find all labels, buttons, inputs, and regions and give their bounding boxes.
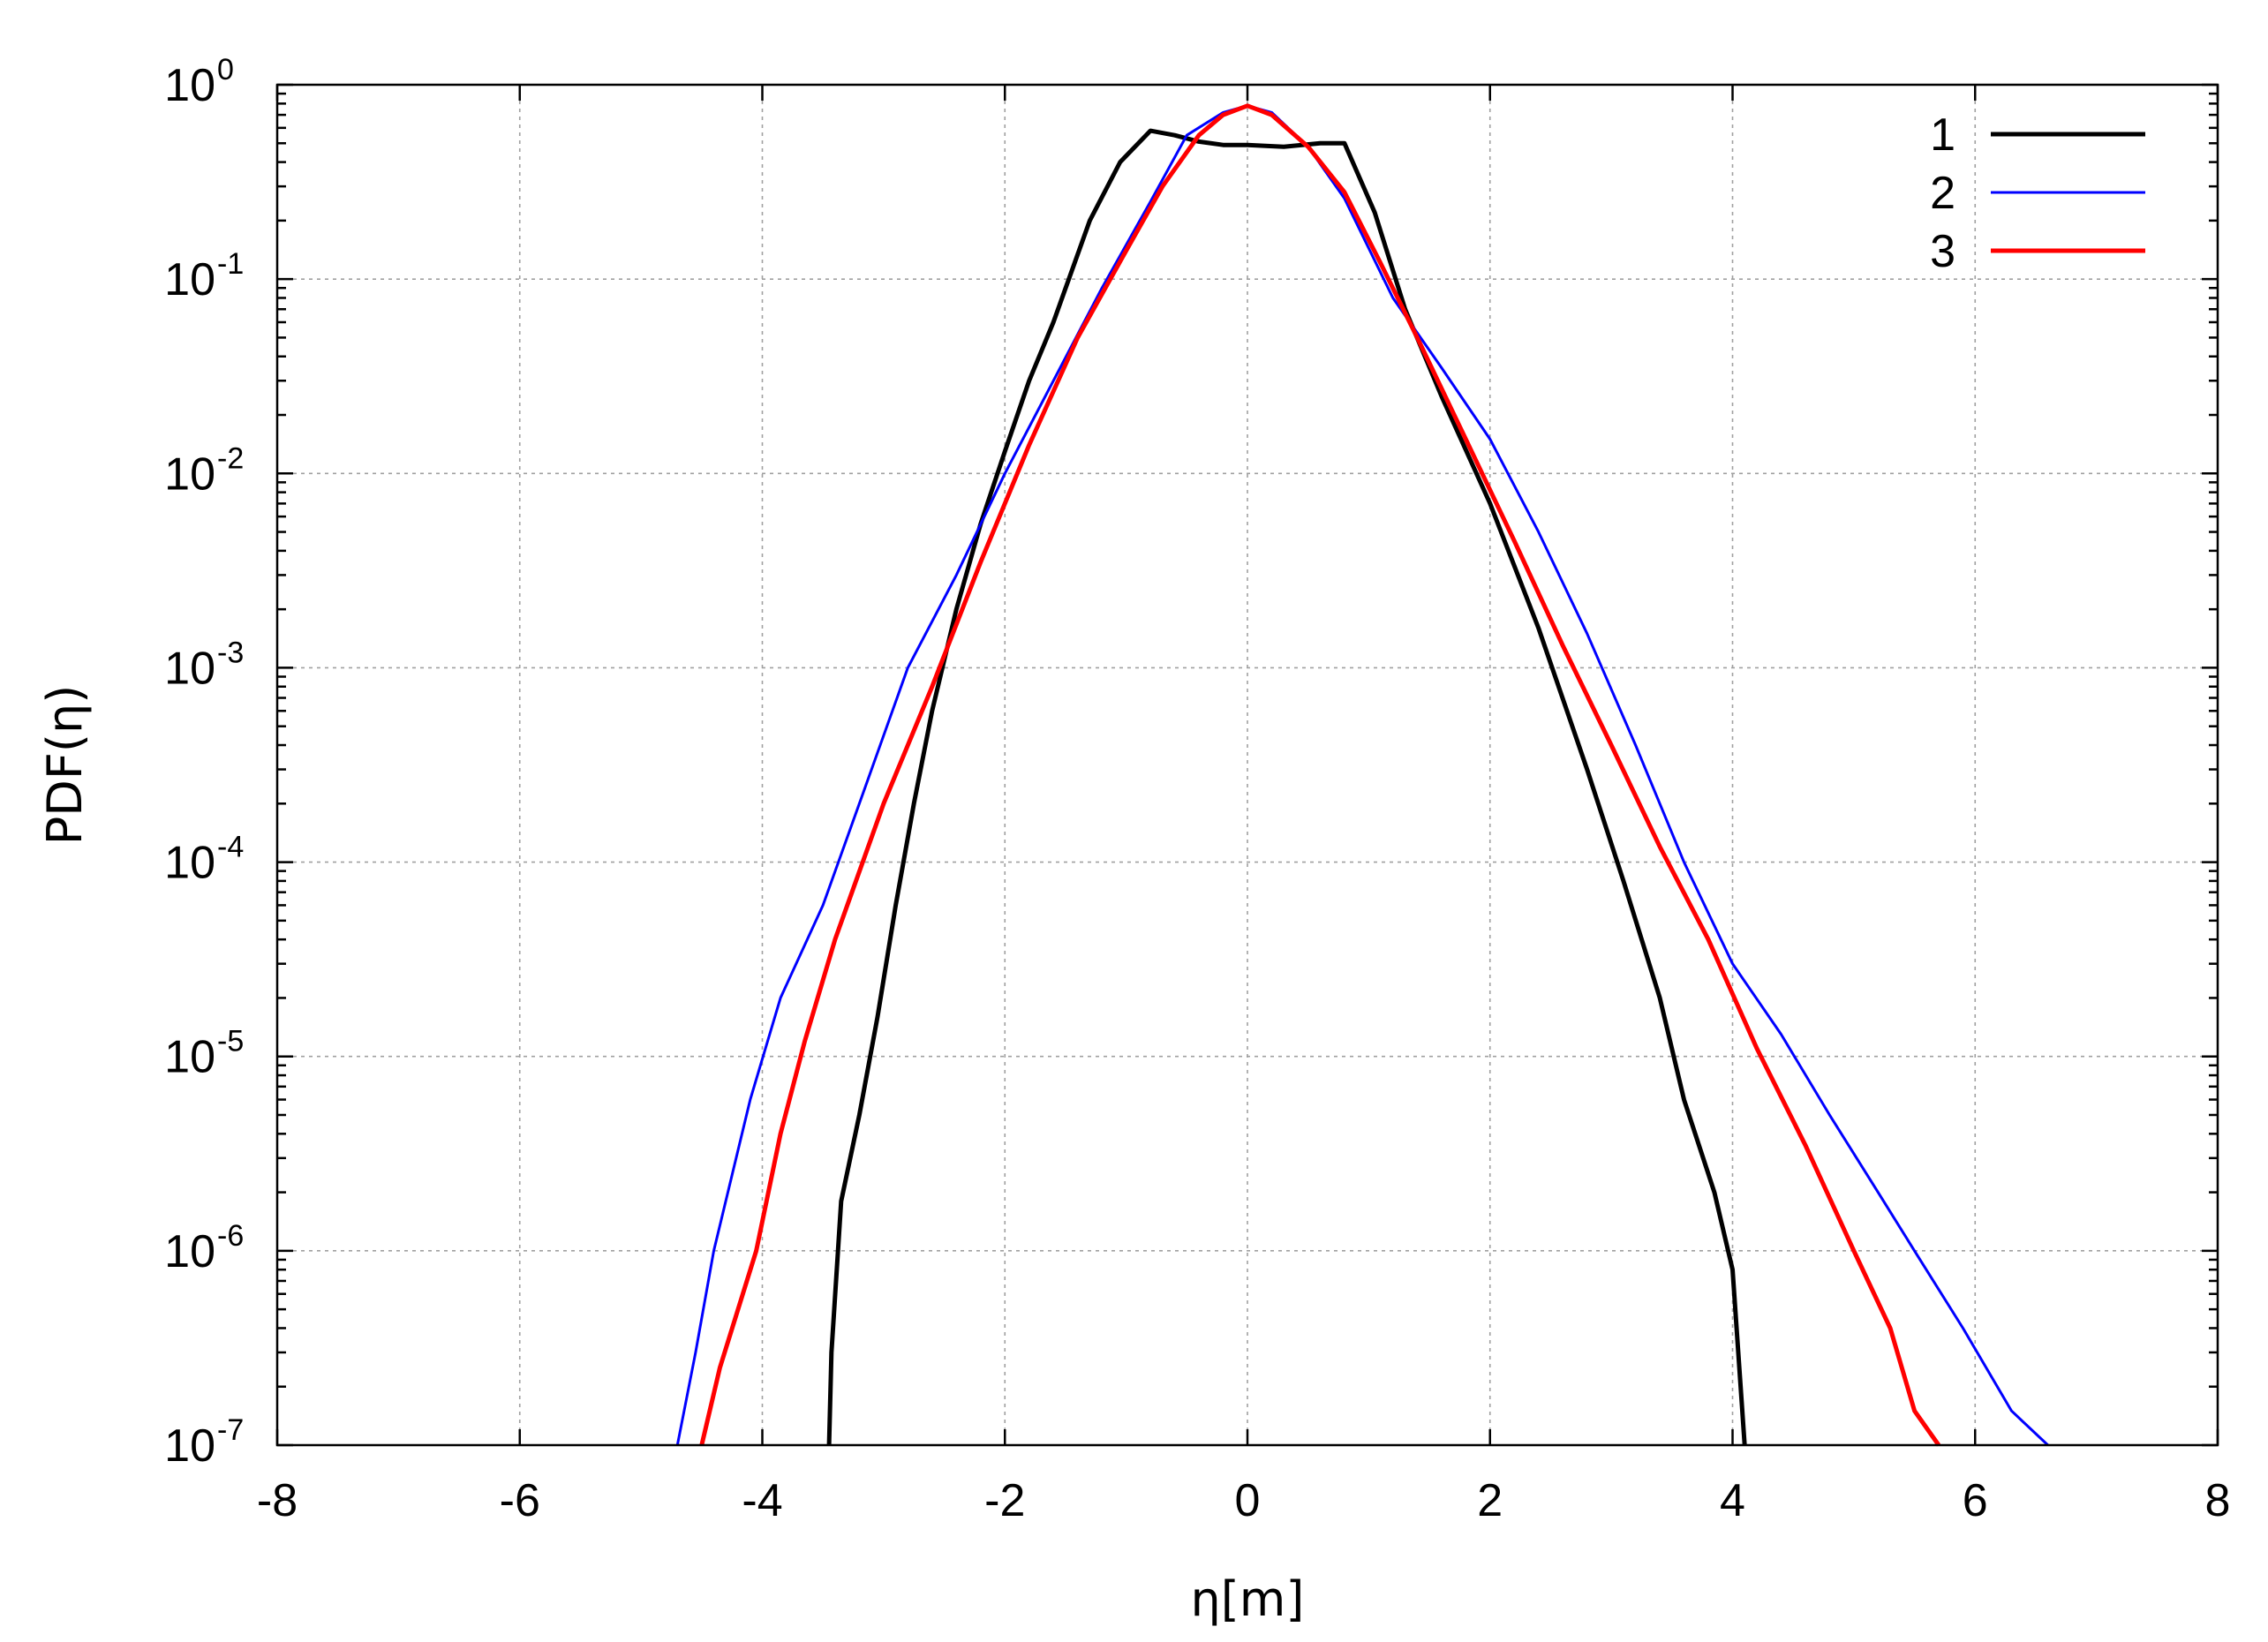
y-tick-exponent: -4: [217, 831, 244, 864]
y-tick-label: 10: [164, 1226, 215, 1277]
x-tick-label: 2: [1477, 1475, 1503, 1526]
x-tick-label: 6: [1963, 1475, 1988, 1526]
legend: 1 2 3: [1930, 109, 2145, 277]
series-line-1: [826, 128, 1747, 1446]
y-tick-exponent: -7: [217, 1413, 244, 1447]
legend-label-2: 2: [1930, 168, 1955, 219]
y-tick-label: 10: [164, 643, 215, 694]
y-axis-title: PDF(η): [37, 685, 93, 846]
x-tick-label: -2: [984, 1475, 1025, 1526]
x-tick-label: -4: [742, 1475, 782, 1526]
x-axis-title: η[m]: [1191, 1571, 1305, 1627]
series-lines: [675, 103, 2049, 1447]
y-tick-exponent: -5: [217, 1025, 244, 1058]
x-tick-label: -8: [257, 1475, 298, 1526]
axis-ticks: [275, 83, 2219, 1447]
series-line-3: [699, 103, 1941, 1447]
y-tick-exponent: -3: [217, 636, 244, 669]
legend-label-1: 1: [1930, 109, 1955, 161]
x-tick-labels: -8 -6 -4 -2 0 2 4 6 8: [257, 1475, 2231, 1526]
y-tick-exponent: -2: [217, 441, 244, 475]
y-tick-label: 10: [164, 838, 215, 889]
y-tick-label: 10: [164, 60, 215, 111]
y-tick-label: 10: [164, 448, 215, 500]
y-tick-label: 10: [164, 1032, 215, 1083]
y-tick-label: 10: [164, 1420, 215, 1472]
y-tick-label: 10: [164, 254, 215, 305]
legend-label-3: 3: [1930, 226, 1955, 277]
x-tick-label: 8: [2205, 1475, 2231, 1526]
x-tick-label: -6: [500, 1475, 540, 1526]
grid-lines: [277, 85, 2218, 1445]
y-tick-exponent: -6: [217, 1219, 244, 1253]
x-tick-label: 0: [1235, 1475, 1261, 1526]
y-tick-exponent: 0: [217, 53, 234, 87]
y-tick-exponent: -1: [217, 247, 244, 281]
x-tick-label: 4: [1720, 1475, 1745, 1526]
